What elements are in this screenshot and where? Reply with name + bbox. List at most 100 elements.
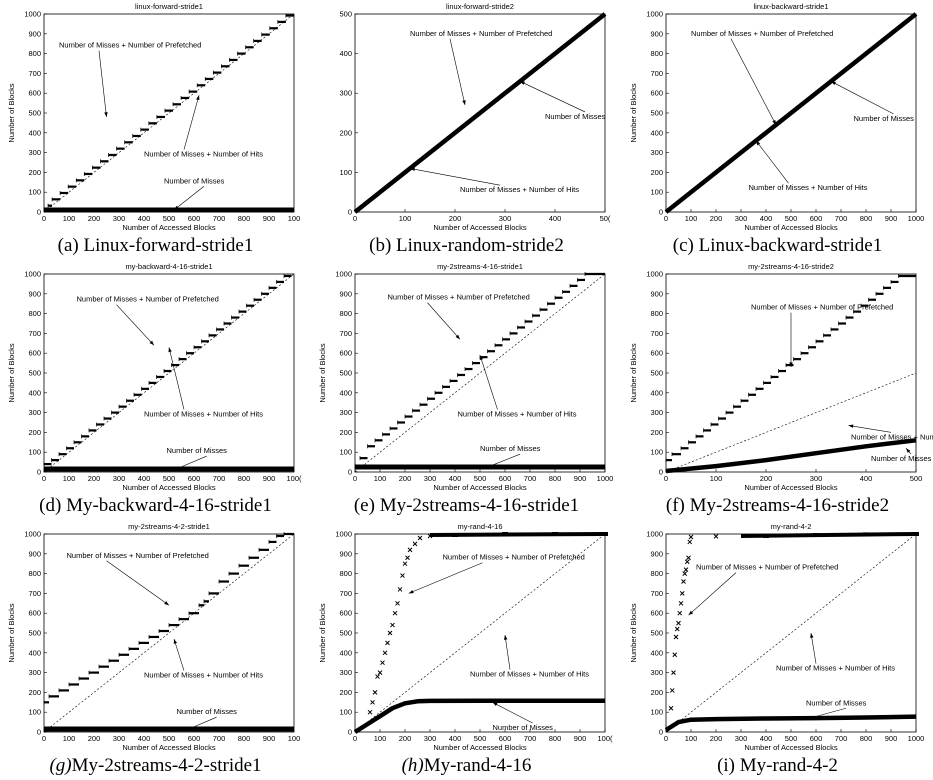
annotation-arrow bbox=[492, 702, 533, 724]
x-tick-label: 0 bbox=[42, 474, 46, 483]
caption-label: (c) bbox=[672, 235, 694, 256]
x-tick-label: 900 bbox=[885, 734, 898, 743]
y-tick-label: 500 bbox=[339, 369, 352, 378]
data-point bbox=[370, 699, 375, 705]
annotation-label: Number of Misses + Number of Prefetched bbox=[77, 295, 219, 304]
annotation-label: Number of Misses + Number of Prefetched bbox=[388, 293, 530, 302]
chart-title: my-2streams-4-16-stride1 bbox=[437, 262, 523, 271]
y-tick-label: 600 bbox=[650, 609, 663, 618]
x-axis-label: Number of Accessed Blocks bbox=[122, 743, 216, 752]
annotation-arrow bbox=[519, 81, 586, 113]
caption-text: My-backward-4-16-stride1 bbox=[66, 495, 272, 516]
x-tick-label: 500 bbox=[474, 734, 487, 743]
y-tick-label: 900 bbox=[650, 549, 663, 558]
y-tick-label: 600 bbox=[28, 349, 41, 358]
y-tick-label: 300 bbox=[28, 148, 41, 157]
y-tick-label: 100 bbox=[28, 708, 41, 717]
data-point bbox=[684, 559, 690, 565]
data-point bbox=[372, 690, 378, 695]
x-tick-label: 400 bbox=[549, 214, 562, 223]
data-point bbox=[672, 652, 678, 658]
y-tick-label: 400 bbox=[650, 128, 663, 137]
caption-label: (e) bbox=[353, 495, 375, 516]
y-tick-label: 400 bbox=[339, 648, 352, 657]
chart-panel-8: my-rand-4-16 0 100 200 300 400 500 600 700 800 900… bbox=[311, 520, 622, 780]
caption-label: (i) bbox=[717, 755, 736, 776]
series-misses bbox=[665, 438, 917, 474]
chart-title: my-rand-4-16 bbox=[457, 522, 502, 531]
chart-panel-1: linux-forward-stride1 0 100 200 300 400 500 600… bbox=[0, 0, 311, 260]
y-tick-label: 100 bbox=[339, 708, 352, 717]
data-point bbox=[713, 534, 719, 539]
y-tick-label: 1000 bbox=[646, 530, 663, 539]
y-tick-label: 200 bbox=[28, 428, 41, 437]
series-main-line bbox=[664, 12, 918, 214]
y-tick-label: 300 bbox=[339, 408, 352, 417]
annotation-arrowhead bbox=[168, 347, 172, 353]
x-tick-label: 200 bbox=[399, 734, 412, 743]
diagonal-reference-line bbox=[665, 533, 917, 733]
annotation-label: Number of Misses bbox=[177, 707, 238, 716]
y-tick-label: 900 bbox=[650, 29, 663, 38]
caption-text: My-2streams-4-16-stride1 bbox=[379, 495, 580, 516]
annotation-arrow bbox=[106, 560, 170, 606]
annotation-label: Number of Misses + Number of Prefetched bbox=[410, 29, 552, 38]
x-tick-label: 0 bbox=[353, 474, 357, 483]
x-tick-label: 300 bbox=[424, 734, 437, 743]
x-tick-label: 700 bbox=[213, 734, 226, 743]
x-tick-label: 1000 bbox=[908, 214, 925, 223]
annotation-arrowhead bbox=[810, 633, 814, 638]
x-axis-label: Number of Accessed Blocks bbox=[744, 483, 838, 492]
x-tick-label: 900 bbox=[574, 474, 587, 483]
annotation-arrowhead bbox=[485, 464, 490, 469]
annotation-label: Number of Misses bbox=[545, 112, 606, 121]
y-tick-label: 200 bbox=[650, 428, 663, 437]
x-tick-label: 900 bbox=[574, 734, 587, 743]
chart-svg: my-2streams-4-16-stride2 0 100 200 300 400 500… bbox=[629, 262, 933, 492]
y-tick-label: 1000 bbox=[335, 530, 352, 539]
chart-svg: my-backward-4-16-stride1 0 100 200 300 400 500… bbox=[7, 262, 302, 492]
x-tick-label: 300 bbox=[810, 474, 823, 483]
y-tick-label: 800 bbox=[339, 309, 352, 318]
x-tick-label: 200 bbox=[399, 474, 412, 483]
y-tick-label: 1000 bbox=[24, 530, 41, 539]
data-point bbox=[673, 634, 679, 640]
annotation-arrow bbox=[484, 453, 521, 469]
data-point bbox=[687, 539, 693, 545]
x-tick-label: 900 bbox=[885, 214, 898, 223]
annotation-label: Number of Misses + Number of Prefetched bbox=[443, 553, 585, 562]
y-tick-label: 700 bbox=[650, 329, 663, 338]
x-tick-label: 0 bbox=[664, 474, 668, 483]
caption-text: Linux-random-stride2 bbox=[396, 235, 564, 256]
x-tick-label: 700 bbox=[213, 474, 226, 483]
x-tick-label: 50( bbox=[600, 214, 611, 223]
caption-text: Linux-backward-stride1 bbox=[698, 235, 883, 256]
x-tick-label: 0 bbox=[42, 214, 46, 223]
x-axis-label: Number of Accessed Blocks bbox=[122, 223, 216, 232]
x-axis-label: Number of Accessed Blocks bbox=[122, 483, 216, 492]
caption-label: (h) bbox=[401, 755, 424, 776]
chart-svg: my-rand-4-2 0 100 200 300 400 500 600 700 800 900 1… bbox=[629, 522, 924, 752]
y-tick-label: 500 bbox=[339, 10, 352, 19]
annotation-label: Number of Misses + Number of Hits bbox=[851, 432, 933, 441]
annotation-label: Number of Misses + Number of Prefetched bbox=[67, 551, 209, 560]
caption-text: My-2streams-4-16-stride2 bbox=[689, 495, 890, 516]
series-misses bbox=[353, 698, 605, 734]
data-point bbox=[682, 571, 688, 576]
annotation-arrowhead bbox=[906, 448, 911, 453]
x-tick-label: 500 bbox=[785, 734, 798, 743]
y-tick-label: 0 bbox=[37, 728, 41, 737]
diagonal-reference-line bbox=[43, 273, 295, 473]
y-axis-label: Number of Blocks bbox=[318, 343, 327, 402]
x-tick-label: 400 bbox=[760, 214, 773, 223]
x-tick-label: 700 bbox=[835, 214, 848, 223]
data-point bbox=[390, 622, 395, 628]
x-tick-label: 200 bbox=[710, 214, 723, 223]
x-tick-label: 400 bbox=[138, 214, 151, 223]
data-point bbox=[688, 534, 694, 540]
y-tick-label: 400 bbox=[28, 648, 41, 657]
x-axis-label: Number of Accessed Blocks bbox=[433, 743, 527, 752]
diagonal-reference-line bbox=[354, 533, 606, 733]
annotation-label: Number of Misses + Number of Hits bbox=[776, 664, 895, 673]
chart-title: linux-forward-stride2 bbox=[446, 2, 514, 11]
